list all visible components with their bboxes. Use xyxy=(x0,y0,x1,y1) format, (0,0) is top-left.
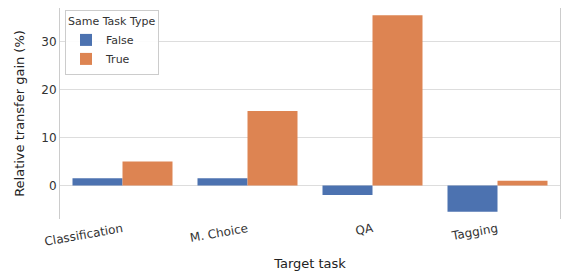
svg-text:Target task: Target task xyxy=(273,256,346,271)
svg-text:30: 30 xyxy=(41,35,56,49)
svg-text:Relative transfer gain (%): Relative transfer gain (%) xyxy=(12,30,27,197)
svg-text:20: 20 xyxy=(41,83,56,97)
svg-text:False: False xyxy=(106,34,134,47)
svg-text:Same Task Type: Same Task Type xyxy=(68,15,155,28)
svg-text:QA: QA xyxy=(354,221,375,238)
svg-text:10: 10 xyxy=(41,131,56,145)
svg-text:Tagging: Tagging xyxy=(450,221,499,243)
svg-text:Classification: Classification xyxy=(43,221,124,249)
svg-text:M. Choice: M. Choice xyxy=(189,221,249,245)
svg-text:0: 0 xyxy=(49,179,57,193)
svg-text:True: True xyxy=(105,53,130,66)
